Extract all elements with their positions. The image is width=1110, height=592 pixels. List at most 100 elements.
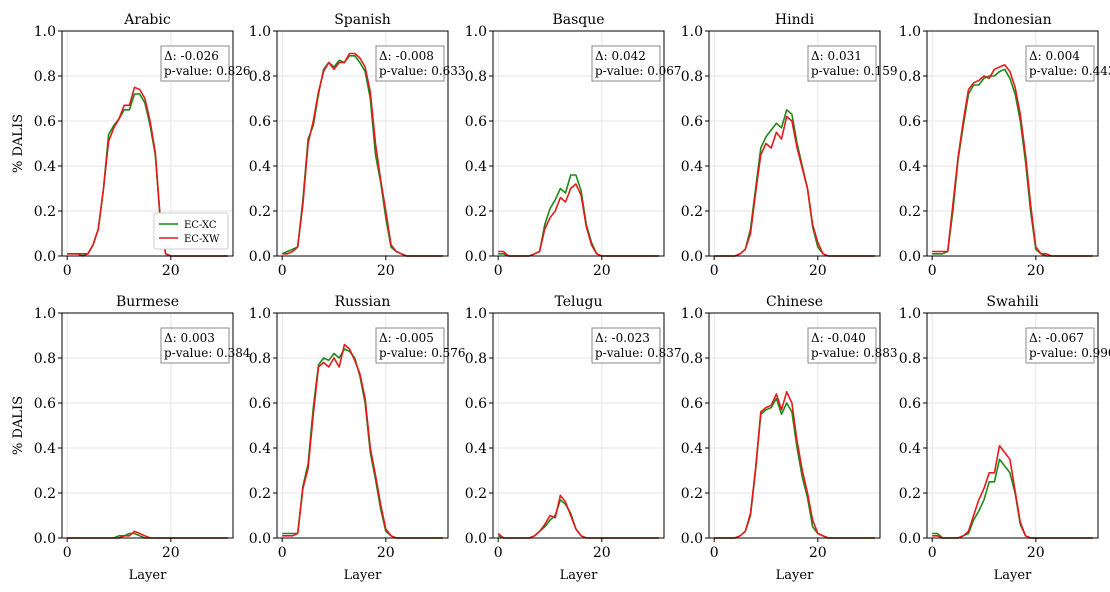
panel-swahili: 0.0 0.2 0.4 0.6 0.8 1.0 0 20 Swahili Δ: -0.067p-v… xyxy=(899,294,1110,583)
delta-label: Δ: 0.031 xyxy=(811,49,862,63)
y-tick-label: 0.0 xyxy=(681,249,703,265)
stats-box xyxy=(1025,327,1095,364)
y-tick-label: 1.0 xyxy=(249,306,271,322)
delta-label: Δ: -0.026 xyxy=(164,49,219,63)
plot-frame xyxy=(492,312,665,539)
x-tick-label: 20 xyxy=(162,545,180,561)
series-line-ec-xc xyxy=(282,348,443,539)
pvalue-label: p-value: 0.384 xyxy=(164,346,251,360)
y-tick-label: 0.0 xyxy=(465,531,487,547)
x-tick-label: 0 xyxy=(710,545,719,561)
delta-label: Δ: 0.042 xyxy=(595,49,646,63)
delta-label: Δ: -0.023 xyxy=(595,331,650,345)
x-tick-label: 20 xyxy=(1027,545,1045,561)
stats-box xyxy=(375,327,445,364)
x-tick-label: 0 xyxy=(494,545,503,561)
x-axis-label: Layer xyxy=(560,568,598,583)
delta-label: Δ: 0.004 xyxy=(1029,49,1080,63)
panel-chinese: 0.0 0.2 0.4 0.6 0.8 1.0 0 20 Chinese Δ: -0.040p-v… xyxy=(681,294,898,583)
x-tick-label: 20 xyxy=(377,545,395,561)
y-tick-label: 0.8 xyxy=(681,69,703,85)
y-tick-label: 0.4 xyxy=(34,159,56,175)
x-tick-label: 20 xyxy=(593,263,611,279)
y-tick-label: 0.2 xyxy=(899,486,921,502)
pvalue-label: p-value: 0.576 xyxy=(379,346,466,360)
y-tick-label: 0.6 xyxy=(681,396,703,412)
y-tick-label: 0.0 xyxy=(34,531,56,547)
x-tick-label: 0 xyxy=(278,263,287,279)
panel-indonesian: 0.0 0.2 0.4 0.6 0.8 1.0 0 20 Indonesian Δ: 0.004p… xyxy=(899,12,1110,279)
y-tick-label: 0.6 xyxy=(34,114,56,130)
pvalue-label: p-value: 0.837 xyxy=(595,346,682,360)
y-tick-label: 1.0 xyxy=(465,24,487,40)
panel-title: Indonesian xyxy=(973,12,1051,28)
panel-hindi: 0.0 0.2 0.4 0.6 0.8 1.0 0 20 Hindi Δ: 0.031p-valu… xyxy=(681,12,898,279)
x-tick-label: 0 xyxy=(710,263,719,279)
y-tick-label: 0.6 xyxy=(899,396,921,412)
stats-box xyxy=(591,327,661,364)
legend: EC-XC EC-XW xyxy=(153,212,229,250)
delta-label: Δ: -0.005 xyxy=(379,331,434,345)
x-axis-label: Layer xyxy=(344,568,382,583)
pvalue-label: p-value: 0.990 xyxy=(1029,346,1110,360)
plot-frame xyxy=(276,30,449,257)
x-tick-label: 0 xyxy=(278,545,287,561)
y-tick-label: 0.2 xyxy=(34,486,56,502)
series-line-ec-xw xyxy=(67,530,228,539)
delta-label: Δ: 0.003 xyxy=(164,331,215,345)
panel-title: Swahili xyxy=(986,294,1039,310)
series-line-ec-xc xyxy=(932,68,1093,257)
y-tick-label: 0.0 xyxy=(465,249,487,265)
y-tick-label: 0.0 xyxy=(249,249,271,265)
x-tick-label: 0 xyxy=(63,263,72,279)
y-tick-label: 0.2 xyxy=(34,204,56,220)
y-tick-label: 0.8 xyxy=(465,351,487,367)
y-tick-label: 0.4 xyxy=(899,159,921,175)
y-tick-label: 0.2 xyxy=(465,486,487,502)
x-tick-label: 0 xyxy=(928,263,937,279)
y-tick-label: 0.4 xyxy=(465,441,487,457)
y-tick-label: 0.0 xyxy=(899,531,921,547)
y-tick-label: 0.6 xyxy=(465,114,487,130)
series-line-ec-xw xyxy=(497,494,659,539)
x-axis-label: Layer xyxy=(129,568,167,583)
y-tick-label: 0.2 xyxy=(465,204,487,220)
panel-title: Hindi xyxy=(775,12,815,28)
y-tick-label: 0.2 xyxy=(681,486,703,502)
panel-spanish: 0.0 0.2 0.4 0.6 0.8 1.0 0 20 Spanish Δ: -0.008p-v… xyxy=(249,12,466,279)
panel-title: Basque xyxy=(552,12,604,28)
y-tick-label: 0.4 xyxy=(681,159,703,175)
pvalue-label: p-value: 0.826 xyxy=(164,64,251,78)
x-tick-label: 20 xyxy=(377,263,395,279)
y-tick-label: 1.0 xyxy=(34,306,56,322)
y-tick-label: 0.8 xyxy=(899,351,921,367)
panel-burmese: 0.0 0.2 0.4 0.6 0.8 1.0 0 20 Burmese Δ: 0.003p-va… xyxy=(11,294,251,583)
x-tick-label: 0 xyxy=(928,545,937,561)
y-tick-label: 1.0 xyxy=(465,306,487,322)
x-tick-label: 0 xyxy=(494,263,503,279)
x-tick-label: 20 xyxy=(809,545,827,561)
y-tick-label: 0.0 xyxy=(34,249,56,265)
y-tick-label: 1.0 xyxy=(899,306,921,322)
y-tick-label: 0.6 xyxy=(249,396,271,412)
x-tick-label: 20 xyxy=(593,545,611,561)
series-line-ec-xw xyxy=(932,444,1093,539)
y-tick-label: 0.6 xyxy=(899,114,921,130)
y-tick-label: 0.4 xyxy=(465,159,487,175)
y-tick-label: 0.6 xyxy=(681,114,703,130)
y-tick-label: 0.0 xyxy=(249,531,271,547)
stats-box xyxy=(160,45,230,82)
panel-title: Telugu xyxy=(554,294,602,310)
stats-box xyxy=(160,327,230,364)
panel-russian: 0.0 0.2 0.4 0.6 0.8 1.0 0 20 Russian Δ: -0.005p-v… xyxy=(249,294,466,583)
y-tick-label: 0.8 xyxy=(465,69,487,85)
plot-frame xyxy=(276,312,449,539)
plot-frame xyxy=(492,30,665,257)
y-tick-label: 0.2 xyxy=(249,204,271,220)
panel-telugu: 0.0 0.2 0.4 0.6 0.8 1.0 0 20 Telugu Δ: -0.023p-va… xyxy=(465,294,682,583)
plot-frame xyxy=(61,30,234,257)
y-tick-label: 0.4 xyxy=(34,441,56,457)
y-tick-label: 1.0 xyxy=(681,306,703,322)
panel-title: Burmese xyxy=(116,294,179,310)
